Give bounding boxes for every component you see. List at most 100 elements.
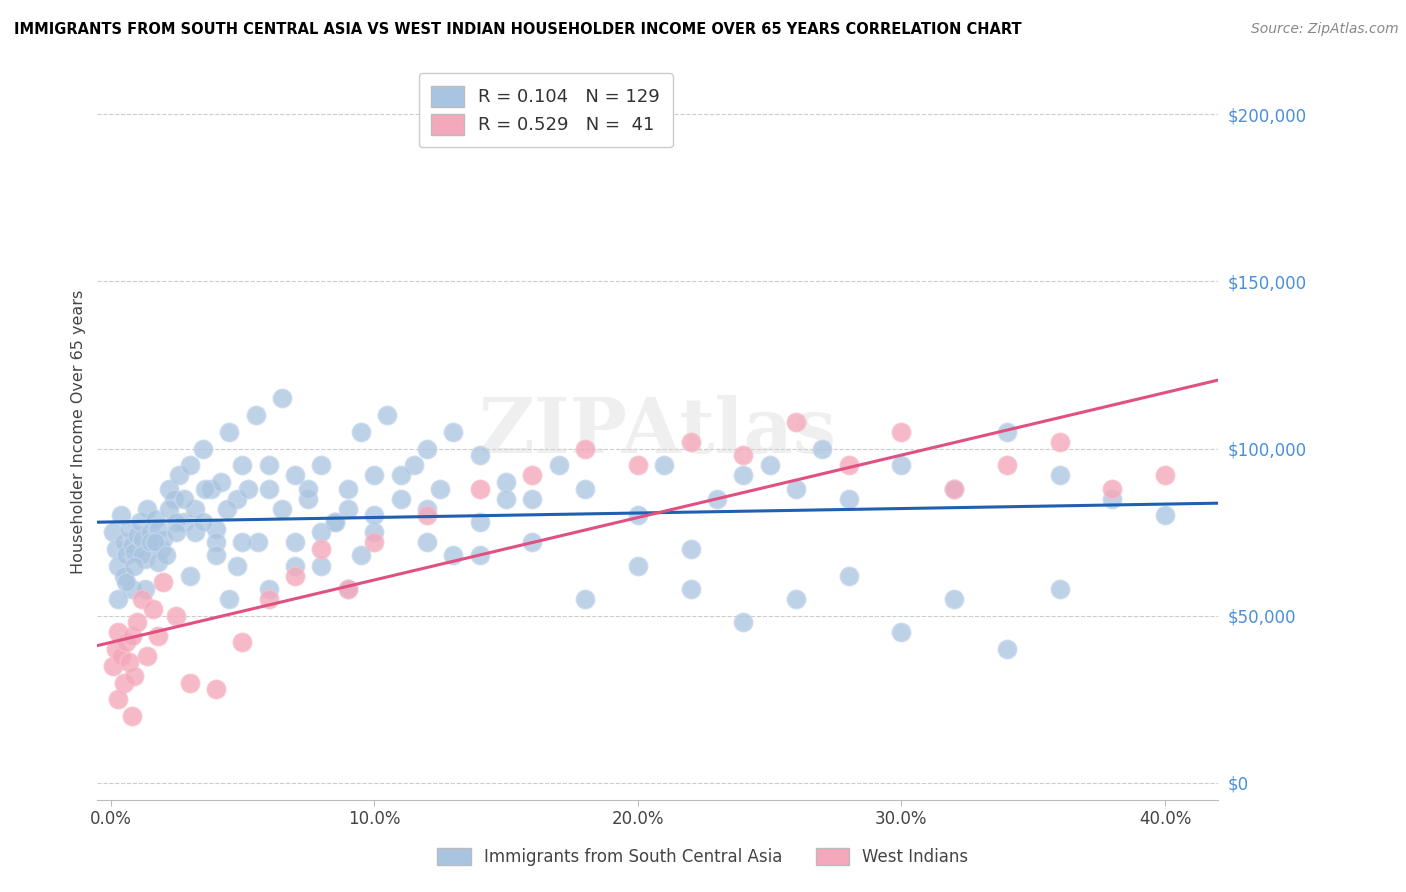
Point — [136, 501, 159, 516]
Point — [1049, 582, 1071, 596]
Point — [128, 515, 150, 529]
Text: Source: ZipAtlas.com: Source: ZipAtlas.com — [1251, 22, 1399, 37]
Point — [146, 555, 169, 569]
Point — [679, 582, 702, 596]
Point — [1101, 482, 1123, 496]
Point — [257, 582, 280, 596]
Point — [121, 629, 143, 643]
Point — [110, 648, 132, 663]
Point — [890, 625, 912, 640]
Point — [522, 491, 544, 506]
Point — [995, 458, 1018, 473]
Point — [323, 515, 346, 529]
Point — [733, 615, 755, 630]
Point — [115, 635, 138, 649]
Point — [247, 535, 270, 549]
Point — [468, 448, 491, 462]
Point — [257, 591, 280, 606]
Point — [416, 508, 439, 523]
Point — [142, 602, 165, 616]
Point — [522, 535, 544, 549]
Point — [336, 482, 359, 496]
Point — [758, 458, 780, 473]
Point — [104, 541, 127, 556]
Point — [146, 522, 169, 536]
Point — [139, 535, 162, 549]
Point — [350, 425, 373, 439]
Point — [118, 656, 141, 670]
Point — [257, 482, 280, 496]
Point — [627, 458, 650, 473]
Point — [416, 501, 439, 516]
Point — [134, 582, 156, 596]
Point — [468, 549, 491, 563]
Point — [165, 515, 187, 529]
Point — [389, 491, 412, 506]
Point — [416, 442, 439, 456]
Point — [270, 392, 292, 406]
Point — [165, 608, 187, 623]
Point — [157, 482, 180, 496]
Point — [142, 538, 165, 552]
Point — [363, 508, 385, 523]
Point — [125, 528, 148, 542]
Point — [146, 629, 169, 643]
Point — [236, 482, 259, 496]
Point — [890, 458, 912, 473]
Point — [122, 558, 145, 573]
Point — [995, 425, 1018, 439]
Point — [943, 482, 966, 496]
Point — [226, 491, 249, 506]
Point — [811, 442, 834, 456]
Point — [284, 558, 307, 573]
Legend: Immigrants from South Central Asia, West Indians: Immigrants from South Central Asia, West… — [429, 840, 977, 875]
Point — [101, 525, 124, 540]
Point — [121, 538, 143, 552]
Point — [733, 448, 755, 462]
Point — [297, 482, 319, 496]
Point — [1049, 468, 1071, 483]
Point — [184, 525, 207, 540]
Point — [995, 642, 1018, 657]
Point — [165, 525, 187, 540]
Point — [209, 475, 232, 489]
Point — [441, 425, 464, 439]
Point — [112, 535, 135, 549]
Point — [468, 482, 491, 496]
Point — [231, 535, 253, 549]
Point — [191, 515, 214, 529]
Point — [838, 568, 860, 582]
Point — [226, 558, 249, 573]
Point — [107, 558, 129, 573]
Point — [402, 458, 425, 473]
Point — [194, 482, 217, 496]
Point — [200, 482, 222, 496]
Point — [125, 615, 148, 630]
Point — [1049, 434, 1071, 449]
Point — [231, 635, 253, 649]
Point — [104, 642, 127, 657]
Point — [112, 675, 135, 690]
Point — [943, 591, 966, 606]
Point — [179, 458, 201, 473]
Point — [121, 709, 143, 723]
Point — [574, 591, 596, 606]
Point — [363, 525, 385, 540]
Point — [136, 648, 159, 663]
Point — [574, 442, 596, 456]
Point — [311, 458, 333, 473]
Point — [429, 482, 451, 496]
Point — [336, 501, 359, 516]
Point — [297, 491, 319, 506]
Point — [122, 545, 145, 559]
Point — [107, 625, 129, 640]
Point — [163, 491, 186, 506]
Point — [350, 549, 373, 563]
Point — [115, 549, 138, 563]
Point — [107, 692, 129, 706]
Point — [547, 458, 569, 473]
Point — [363, 535, 385, 549]
Point — [311, 558, 333, 573]
Text: ZIPAtlas: ZIPAtlas — [478, 395, 837, 469]
Point — [441, 549, 464, 563]
